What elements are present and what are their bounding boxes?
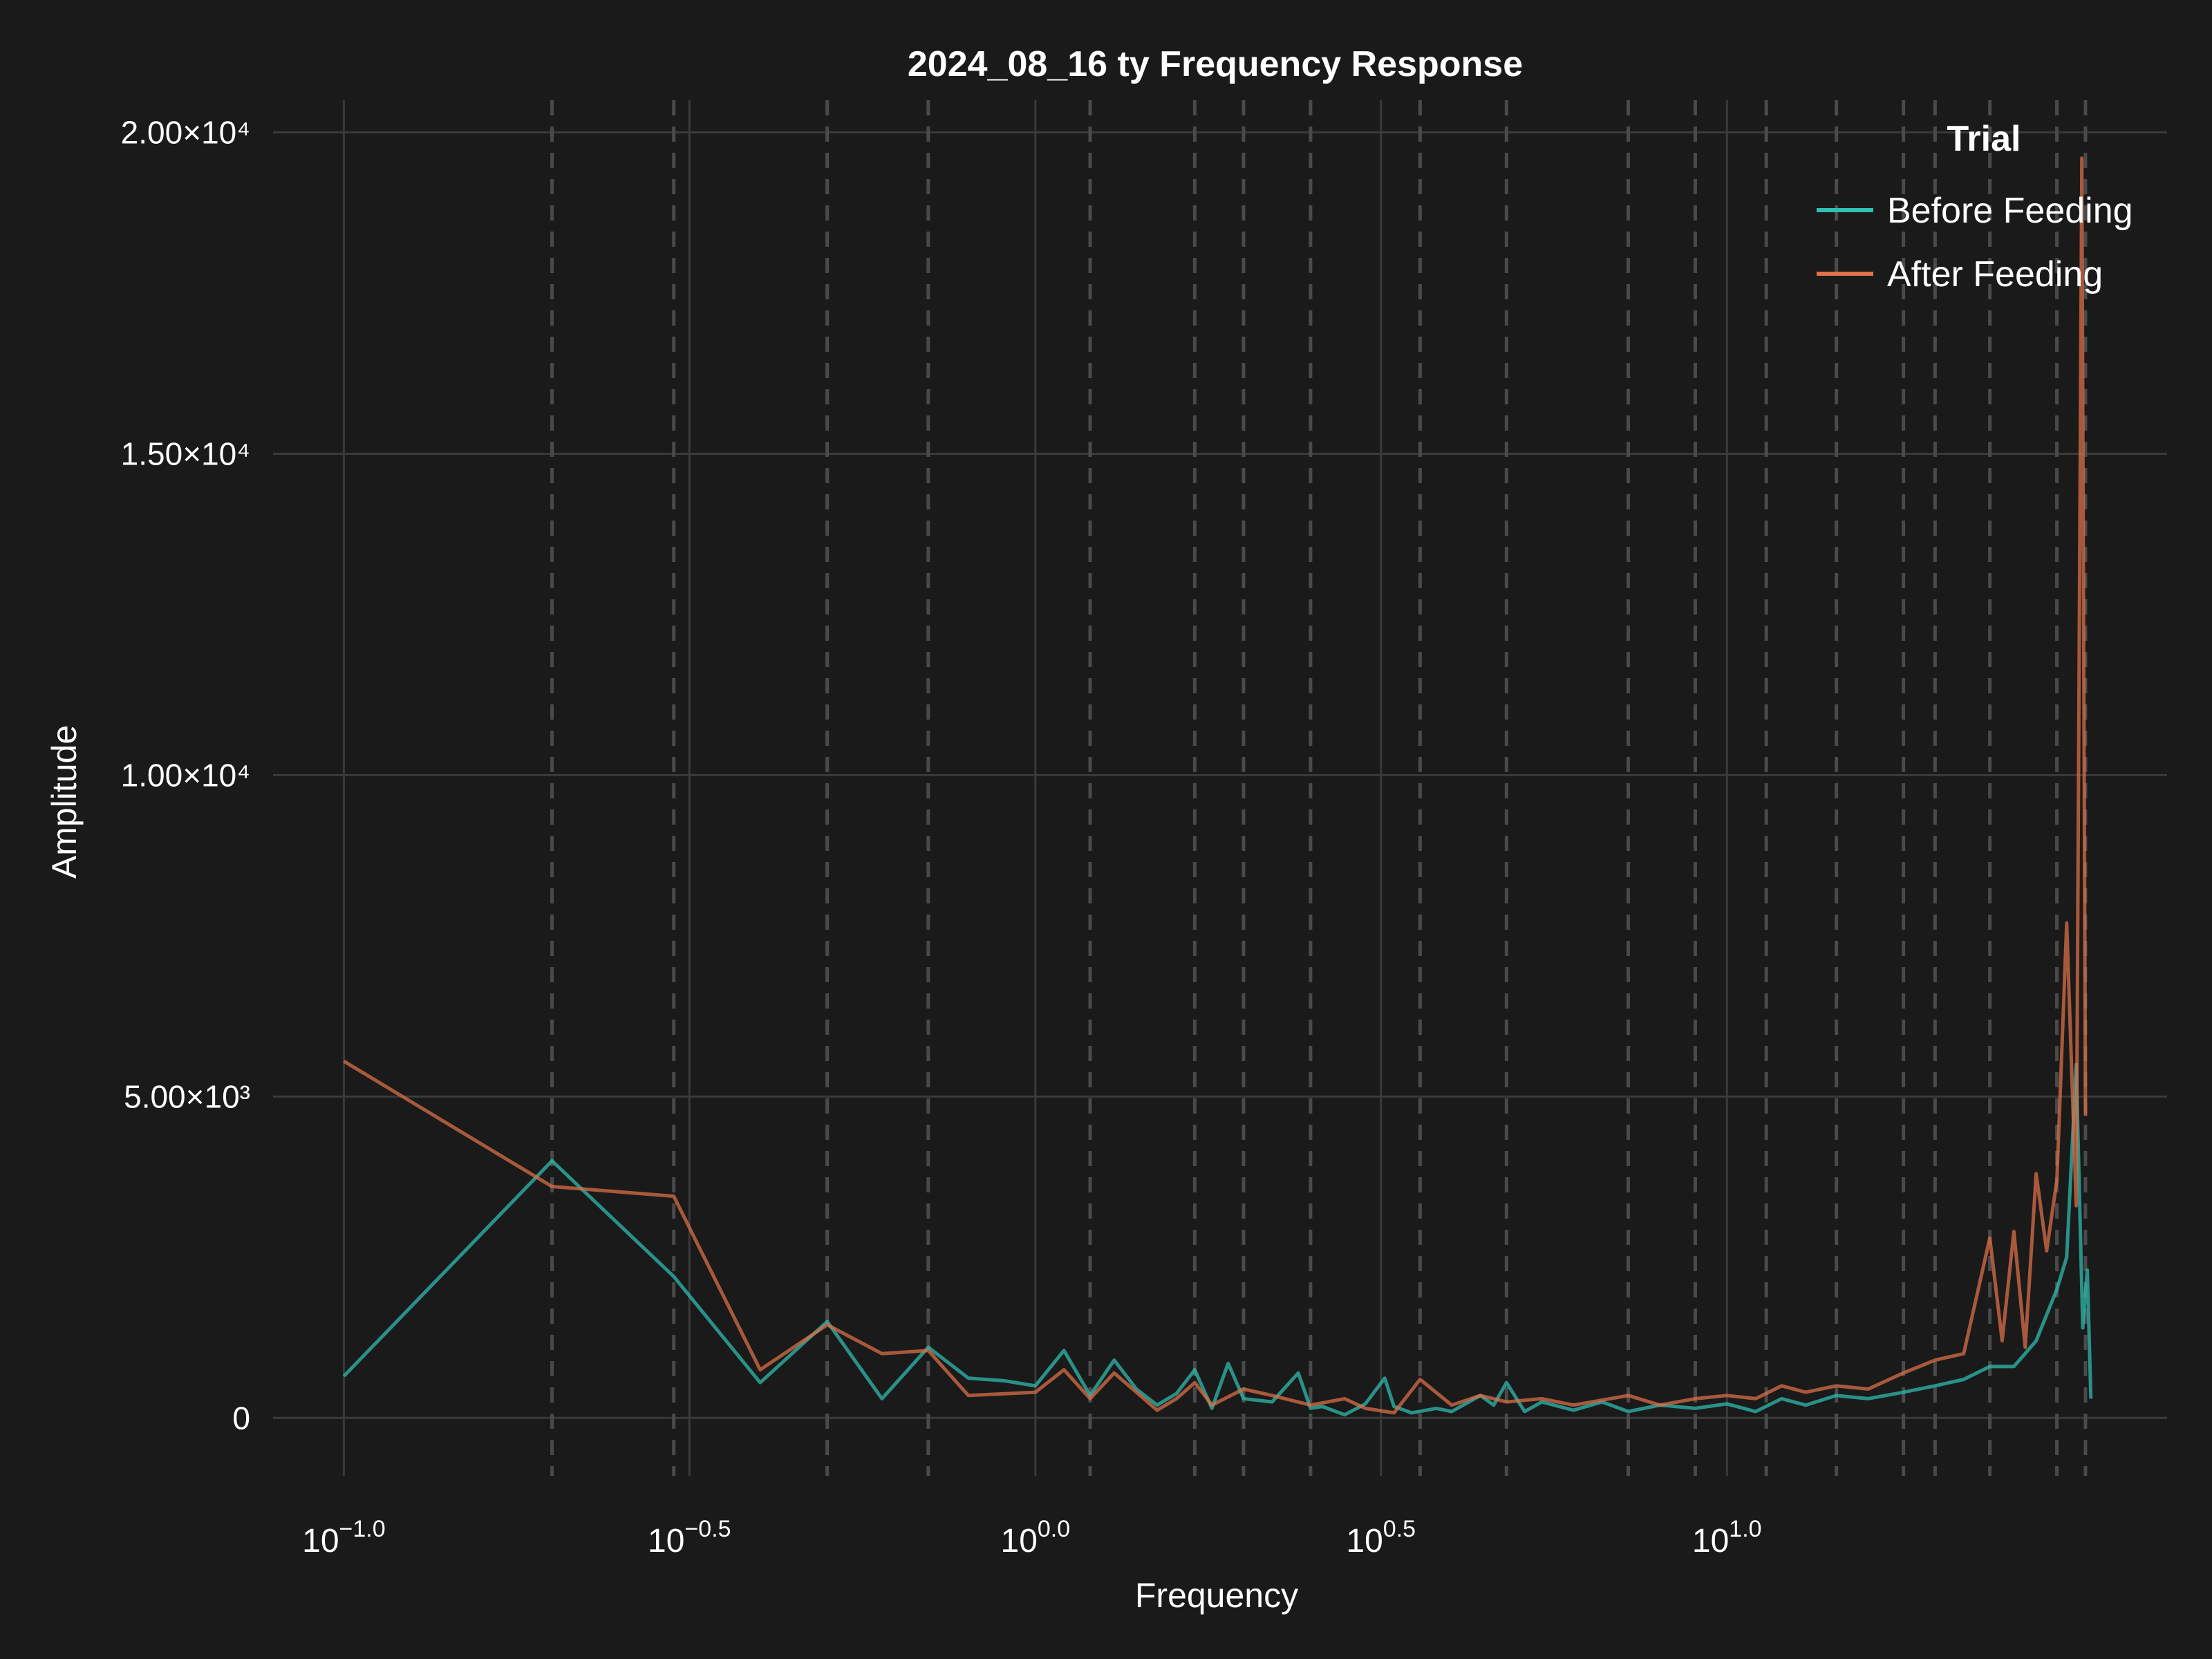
x-tick-label-2: 100.0 xyxy=(1001,1516,1071,1559)
y-tick-label-3: 1.50×10⁴ xyxy=(121,435,250,471)
series-line-before-feeding xyxy=(342,1062,2093,1417)
legend-label-after-feeding: After Feeding xyxy=(1887,254,2103,294)
y-tick-label-2: 1.00×10⁴ xyxy=(121,757,250,793)
legend: Trial Before Feeding After Feeding xyxy=(1817,119,2133,294)
y-axis-title: Amplitude xyxy=(45,725,84,879)
series-lines xyxy=(342,156,2093,1417)
y-tick-label-1: 5.00×10³ xyxy=(124,1078,250,1114)
legend-label-before-feeding: Before Feeding xyxy=(1887,191,2133,231)
y-tick-label-0: 0 xyxy=(232,1400,250,1436)
x-axis-title: Frequency xyxy=(1135,1576,1298,1615)
legend-title: Trial xyxy=(1947,119,2021,159)
x-axis-ticks: 10−1.0 10−0.5 100.0 100.5 101.0 xyxy=(302,1516,1761,1559)
y-axis-ticks: 0 5.00×10³ 1.00×10⁴ 1.50×10⁴ 2.00×10⁴ xyxy=(121,114,250,1436)
y-tick-label-4: 2.00×10⁴ xyxy=(121,114,250,150)
grid-lines xyxy=(273,100,2167,1476)
x-tick-label-3: 100.5 xyxy=(1346,1516,1416,1559)
x-tick-label-4: 101.0 xyxy=(1692,1516,1762,1559)
x-tick-label-1: 10−0.5 xyxy=(648,1516,731,1559)
chart-title: 2024_08_16 ty Frequency Response xyxy=(908,44,1523,84)
x-tick-label-0: 10−1.0 xyxy=(302,1516,386,1559)
series-line-after-feeding xyxy=(343,156,2088,1415)
